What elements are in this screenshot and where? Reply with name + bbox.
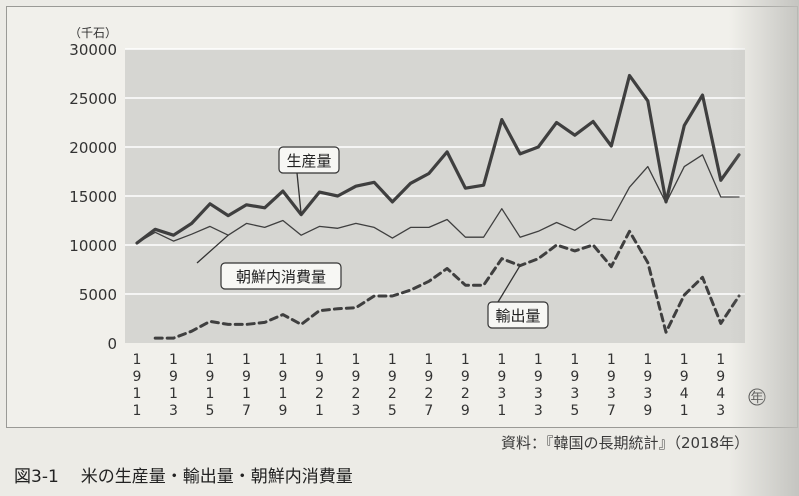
y-unit-label: （千石） — [69, 26, 117, 40]
series-label-leader — [296, 172, 302, 215]
series-line-2 — [136, 154, 740, 244]
series-line-3 — [153, 229, 741, 340]
series-label: 朝鮮内消費量 — [236, 268, 326, 286]
y-tick-label: 10000 — [69, 237, 117, 255]
y-tick-label: 5000 — [79, 286, 117, 304]
series-label: 輸出量 — [495, 307, 540, 325]
y-tick-label: 30000 — [69, 41, 117, 59]
x-unit-label: 年 — [750, 391, 763, 406]
figure-caption: 図3-1 米の生産量・輸出量・朝鮮内消費量 — [14, 462, 353, 487]
figure-title: 米の生産量・輸出量・朝鮮内消費量 — [80, 467, 353, 487]
y-tick-label: 0 — [107, 335, 117, 353]
series-label-box — [487, 301, 549, 329]
source-note: 資料：『韓国の長期統計』（2018年） — [501, 434, 750, 452]
series-label: 生産量 — [286, 152, 331, 170]
y-tick-label: 20000 — [69, 139, 117, 157]
y-tick-label: 25000 — [69, 90, 117, 108]
line-chart: 0 5000 10000 15000 20000 25000 30000 1 9 1 1 1 9 1 3 1… — [69, 26, 766, 419]
y-tick-label: 15000 — [69, 188, 117, 206]
figure-number: 図3-1 — [14, 467, 59, 487]
series-label-box — [220, 262, 342, 290]
series-label-leader — [497, 265, 521, 303]
series-label-box — [278, 146, 340, 174]
series-line-1 — [135, 73, 741, 245]
series-label-leader — [196, 234, 229, 264]
